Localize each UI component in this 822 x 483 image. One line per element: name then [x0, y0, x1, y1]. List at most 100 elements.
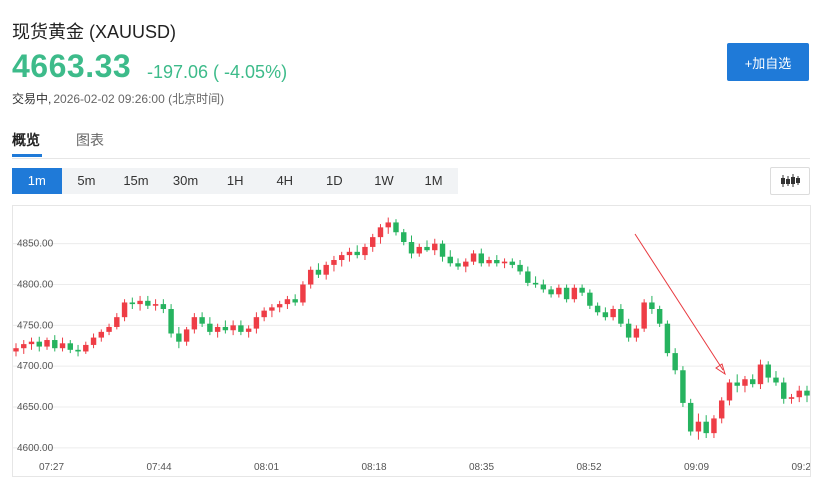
chart-type-button[interactable]: [770, 167, 810, 195]
candle-body: [13, 348, 19, 352]
candle-body: [416, 246, 422, 254]
interval-15m[interactable]: 15m: [123, 173, 149, 188]
candle-body: [432, 243, 438, 251]
candle-body: [540, 284, 547, 290]
interval-30m[interactable]: 30m: [172, 173, 199, 188]
candle-body: [463, 261, 469, 267]
candlestick-icon: [781, 174, 800, 187]
candle-body: [664, 323, 671, 354]
interval-4h[interactable]: 4H: [276, 173, 294, 188]
candlestick-chart: 4600.00 4650.00 4700.00 4750.00 4800.00 4850.…: [13, 217, 811, 473]
candle-body: [470, 253, 477, 262]
candle-body: [649, 302, 655, 309]
candle-body: [354, 251, 360, 256]
y-tick-label: 4650.00: [17, 402, 54, 413]
candle-body: [711, 418, 717, 434]
y-tick-label: 4800.00: [17, 280, 54, 291]
candle-body: [261, 310, 267, 318]
candle-body: [393, 222, 399, 233]
candle-body: [238, 325, 244, 332]
current-price: 4663.33: [12, 48, 132, 84]
candle-body: [750, 379, 756, 385]
candle-body: [656, 309, 663, 324]
candle-body: [726, 382, 733, 401]
interval-1w[interactable]: 1W: [374, 173, 394, 188]
candle-body: [276, 304, 283, 308]
candle-body: [556, 287, 562, 295]
tab-overview[interactable]: 概览: [12, 132, 40, 148]
candle-body: [447, 256, 453, 264]
candle-body: [307, 269, 314, 285]
x-tick-label: 08:01: [254, 462, 279, 473]
candle-body: [548, 289, 554, 295]
active-tab-underline: [12, 154, 42, 157]
candle-body: [83, 344, 89, 352]
candle-body: [401, 232, 407, 243]
candle-body: [773, 377, 779, 383]
candle-body: [385, 222, 391, 228]
candle-body: [501, 261, 508, 264]
annotation-arrow-line: [634, 233, 724, 371]
candle-body: [176, 333, 182, 342]
candle-body: [672, 353, 678, 371]
candle-body: [36, 341, 42, 347]
candle-body: [214, 326, 221, 332]
add-watchlist-button[interactable]: +加自选: [727, 43, 809, 81]
x-tick-label: 08:35: [469, 462, 494, 473]
candle-body: [633, 328, 640, 338]
tab-chart[interactable]: 图表: [76, 132, 104, 148]
y-tick-label: 4750.00: [17, 320, 54, 331]
candle-body: [439, 243, 446, 257]
x-tick-label: 08:18: [362, 462, 387, 473]
candle-body: [610, 309, 616, 318]
candle-body: [594, 305, 601, 313]
candle-body: [618, 309, 624, 324]
candle-body: [486, 260, 492, 264]
candle-body: [98, 331, 105, 338]
candle-body: [323, 264, 329, 275]
candle-body: [152, 304, 159, 306]
candle-body: [625, 323, 632, 338]
annotation-arrow-head: [715, 363, 726, 376]
candle-body: [563, 287, 570, 300]
candle-body: [587, 292, 593, 306]
candle-body: [796, 390, 802, 398]
x-tick-label: 09:2: [792, 462, 811, 473]
candle-body: [245, 328, 252, 332]
y-tick-label: 4600.00: [17, 443, 54, 454]
candle-body: [292, 299, 298, 303]
y-tick-label: 4700.00: [17, 361, 54, 372]
candle-body: [765, 364, 771, 378]
price-chart[interactable]: 4600.00 4650.00 4700.00 4750.00 4800.00 4850.…: [12, 205, 811, 477]
candle-body: [532, 282, 539, 285]
trade-status: 交易中, 2026-02-02 09:26:00 (北京时间): [12, 90, 224, 107]
candle-body: [804, 390, 810, 396]
candle-body: [571, 287, 578, 300]
candle-body: [781, 382, 787, 399]
candle-body: [455, 263, 461, 267]
candle-body: [160, 304, 167, 309]
candle-body: [253, 317, 260, 329]
interval-1mo[interactable]: 1M: [424, 173, 443, 188]
candle-body: [408, 242, 415, 254]
candle-body: [377, 227, 384, 238]
interval-5m[interactable]: 5m: [77, 173, 96, 188]
timestamp: 2026-02-02 09:26:00 (北京时间): [53, 92, 225, 106]
interval-1m[interactable]: 1m: [12, 168, 62, 194]
candle-body: [734, 382, 740, 386]
candle-body: [695, 421, 702, 432]
x-tick-label: 09:09: [684, 462, 709, 473]
candle-body: [718, 400, 725, 419]
candle-body: [362, 246, 368, 256]
candle-body: [509, 261, 516, 265]
candle-body: [59, 343, 66, 349]
candle-body: [183, 329, 190, 342]
candle-body: [525, 271, 531, 283]
interval-1d[interactable]: 1D: [326, 173, 343, 188]
candle-body: [478, 253, 485, 264]
interval-1h[interactable]: 1H: [226, 173, 244, 188]
x-tick-label: 07:27: [39, 462, 64, 473]
candle-body: [114, 317, 120, 327]
page-title: 现货黄金 (XAUUSD): [12, 22, 177, 42]
candle-body: [370, 237, 376, 247]
